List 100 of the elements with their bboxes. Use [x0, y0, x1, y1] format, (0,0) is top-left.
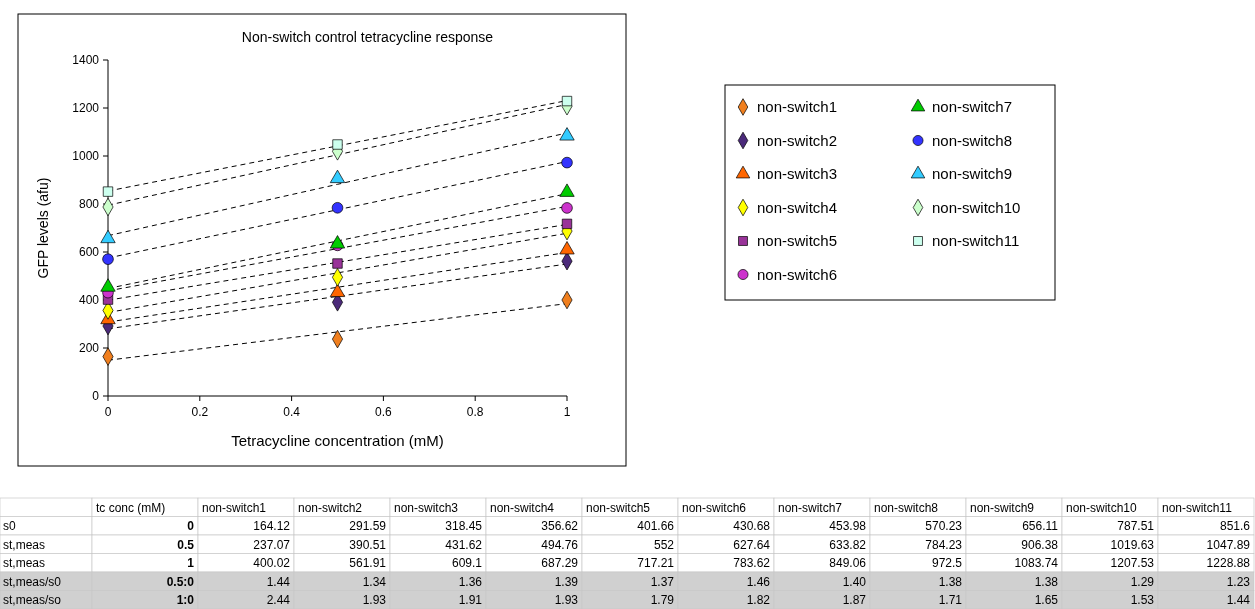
text: 783.62 [733, 556, 770, 570]
legend-label: non-switch6 [757, 265, 838, 283]
x-tick-label: 1 [563, 405, 571, 419]
point [559, 127, 575, 141]
text: 1.79 [650, 593, 674, 607]
chart-title: Non-switch control tetracycline response [241, 29, 494, 45]
text: 1.46 [746, 574, 770, 589]
text: 0.5:0 [166, 574, 194, 589]
text: 1:0 [176, 593, 194, 607]
text: 687.29 [541, 556, 578, 570]
text: 1.29 [1130, 574, 1154, 589]
x-tick-label: 0.8 [466, 405, 484, 419]
text: 0 [187, 519, 194, 533]
text: 164.12 [253, 519, 290, 533]
category-label: st,meas [3, 556, 46, 570]
point [102, 186, 114, 197]
point [559, 183, 575, 197]
text: 906.38 [1021, 537, 1058, 552]
text: 400.02 [253, 556, 290, 570]
category-label: tc conc (mM) [96, 500, 166, 515]
x-tick-label: 0.6 [375, 405, 393, 419]
text: 1.93 [554, 593, 578, 607]
text: 1.82 [746, 593, 770, 607]
category-label: non-switch7 [778, 500, 843, 515]
x-axis-title: Tetracycline concentration (mM) [231, 432, 444, 449]
legend-label: non-switch10 [932, 198, 1021, 216]
x-tick-label: 0 [104, 405, 112, 419]
text: 291.59 [349, 519, 386, 533]
point [100, 229, 116, 244]
point [561, 218, 573, 229]
legend-label: non-switch3 [757, 165, 838, 182]
text: 401.66 [637, 519, 674, 533]
text: 1.91 [458, 593, 482, 607]
text: 1.87 [842, 593, 866, 607]
text: 1.53 [1130, 593, 1154, 607]
text: 2.44 [266, 593, 290, 607]
legend-label: non-switch1 [757, 98, 838, 115]
legend-label: non-switch11 [932, 232, 1020, 249]
text: 1.65 [1034, 593, 1058, 607]
text: 0.5 [177, 537, 194, 552]
category-label: non-switch8 [874, 500, 939, 515]
y-tick-label: 200 [78, 341, 100, 355]
category-label: non-switch3 [394, 500, 459, 515]
category-label: st,meas [3, 537, 46, 552]
category-label: non-switch2 [298, 500, 363, 515]
point [102, 253, 114, 265]
x-tick-label: 0.4 [283, 405, 301, 419]
category-label: st,meas/so [3, 593, 62, 607]
text: 356.62 [541, 519, 578, 533]
point [329, 235, 346, 249]
text: 1.38 [1034, 574, 1058, 589]
point [561, 156, 573, 169]
legend-label: non-switch4 [757, 198, 838, 216]
legend-label: non-switch5 [757, 232, 838, 249]
text: 1.44 [1226, 593, 1250, 607]
point [331, 202, 344, 214]
category-label: non-switch9 [970, 500, 1035, 515]
point [332, 139, 343, 150]
category-label: non-switch5 [586, 500, 651, 515]
point [561, 202, 573, 214]
legend-label: non-switch2 [757, 131, 838, 149]
category-label: non-switch4 [490, 500, 555, 515]
category-label: st,meas/s0 [3, 574, 62, 589]
y-tick-label: 1000 [72, 149, 100, 163]
text: 1.38 [938, 574, 962, 589]
category-label: non-switch1 [202, 500, 267, 515]
point [561, 95, 573, 107]
text: 1.37 [650, 574, 674, 589]
text: 318.45 [445, 519, 482, 533]
text: 494.76 [541, 537, 578, 552]
text: 849.06 [829, 556, 866, 570]
text: 552 [653, 537, 674, 552]
y-tick-label: 1400 [72, 53, 100, 67]
text: 1.34 [362, 574, 386, 589]
x-tick-label: 0.2 [191, 405, 209, 419]
text: 1.71 [938, 593, 962, 607]
legend-label: non-switch8 [932, 131, 1013, 149]
y-tick-label: 400 [78, 293, 100, 307]
text: 851.6 [1219, 519, 1250, 533]
text: 1.36 [458, 574, 482, 589]
text: 1.40 [842, 574, 866, 589]
text: 1228.88 [1206, 556, 1250, 570]
text: 717.21 [637, 556, 674, 570]
text: 787.51 [1117, 519, 1154, 533]
text: 1019.63 [1110, 537, 1154, 552]
text: 430.68 [733, 519, 770, 533]
y-tick-label: 0 [92, 389, 100, 403]
text: 390.51 [349, 537, 386, 552]
category-label: non-switch11 [1162, 500, 1233, 515]
text: 561.91 [349, 556, 386, 570]
text: 656.11 [1022, 519, 1058, 533]
y-tick-label: 1200 [72, 101, 100, 115]
category-label: non-switch6 [682, 500, 747, 515]
point [332, 258, 343, 269]
y-tick-label: 600 [78, 245, 100, 259]
point [329, 283, 346, 297]
legend-label: non-switch7 [932, 98, 1013, 115]
text: 609.1 [451, 556, 482, 570]
legend-label: non-switch9 [932, 165, 1013, 182]
point [100, 278, 116, 292]
